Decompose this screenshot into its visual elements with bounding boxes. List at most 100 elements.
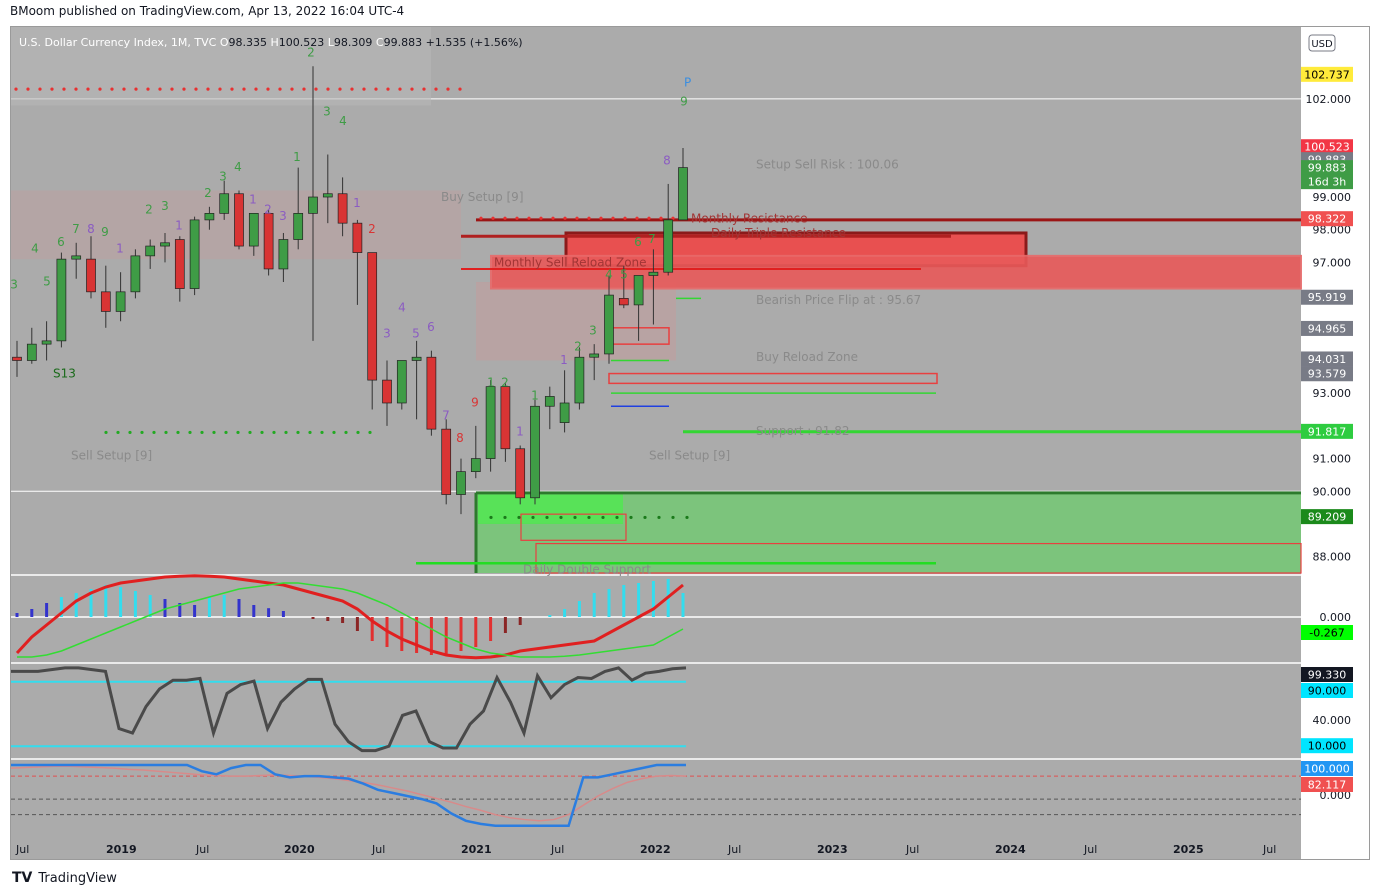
dotted-marker <box>38 87 42 91</box>
dotted-marker <box>503 515 507 520</box>
macd-histogram-bar <box>15 613 19 617</box>
dotted-marker <box>647 216 651 220</box>
dotted-marker <box>242 87 246 91</box>
td-count-label: 1 <box>293 150 301 164</box>
footer-brand: TradingView <box>38 870 117 886</box>
dotted-marker <box>74 87 78 91</box>
td-count-label: 2 <box>145 202 153 216</box>
macd-histogram-bar <box>400 617 404 651</box>
td-count-label: 2 <box>501 376 509 390</box>
macd-histogram-bar <box>370 617 374 641</box>
candle-up <box>248 213 259 247</box>
candle-up <box>530 405 540 499</box>
macd-histogram-bar <box>193 605 197 617</box>
candle-up <box>411 356 422 361</box>
stoch-band-label: 10.000 <box>1308 740 1347 753</box>
candle-down <box>352 222 363 253</box>
osc-axis-tick: 0.000 <box>1320 789 1352 802</box>
price-label: 91.817 <box>1308 425 1347 438</box>
dotted-marker <box>206 87 210 91</box>
dotted-marker <box>266 87 270 91</box>
macd-histogram-bar <box>133 591 137 617</box>
dotted-marker <box>116 430 120 435</box>
dotted-marker <box>458 87 462 91</box>
dotted-marker <box>122 87 126 91</box>
currency-badge-box <box>1308 34 1336 52</box>
dotted-marker <box>62 87 66 91</box>
footer: 𝗧𝗩 TradingView <box>12 870 117 886</box>
td-count-label: 3 <box>279 209 287 223</box>
macd-histogram-bar <box>622 585 626 617</box>
td-count-label: 5 <box>620 268 628 282</box>
macd-histogram-bar <box>577 601 581 617</box>
candle-up <box>115 291 126 312</box>
dotted-marker <box>563 216 567 220</box>
candle-up <box>559 402 570 423</box>
annotation-label: Sell Setup [9] <box>649 448 730 462</box>
dotted-marker <box>551 216 555 220</box>
dotted-marker <box>531 515 535 520</box>
dotted-marker <box>326 87 330 91</box>
monthly-sell-reload-zone-box <box>490 254 1302 290</box>
candle-up <box>589 353 600 358</box>
osc-signal-line <box>11 765 687 822</box>
stoch-line <box>11 666 687 753</box>
macd-histogram-bar <box>415 617 419 653</box>
dotted-marker <box>629 515 633 520</box>
price-axis-tick: 88.000 <box>1313 551 1352 564</box>
osc-value-box <box>1301 761 1353 776</box>
candle-down <box>500 386 511 450</box>
td-count-label: 4 <box>398 300 406 314</box>
candle-down <box>100 291 111 312</box>
dotted-marker <box>164 430 168 435</box>
td-count-label: 3 <box>11 278 18 292</box>
candle-down <box>382 379 392 404</box>
candle-down <box>263 213 274 270</box>
macd-histogram-bar <box>489 617 493 641</box>
dotted-marker <box>685 515 689 520</box>
candle-up <box>160 242 170 247</box>
annotation-label: Monthly Resistance <box>691 211 808 225</box>
annotation-label: Support : 91.82 <box>756 424 849 438</box>
dotted-marker <box>545 515 549 520</box>
dotted-marker <box>272 430 276 435</box>
candle-up <box>633 275 644 306</box>
macd-histogram-bar <box>503 617 507 633</box>
price-label: 98.322 <box>1308 213 1347 226</box>
dotted-marker <box>623 216 627 220</box>
dotted-marker <box>671 216 675 220</box>
macd-histogram-bar <box>355 617 359 631</box>
dotted-marker <box>368 430 372 435</box>
dotted-marker <box>128 430 132 435</box>
price-label-box <box>1301 509 1353 525</box>
dotted-marker <box>515 216 519 220</box>
td-count-label: 3 <box>383 327 391 341</box>
legend-part: +1.535 (+1.56%) <box>426 36 523 49</box>
chart-canvas[interactable]: 3456789123123412312341234567891211123456… <box>11 27 1370 860</box>
td-count-label: 7 <box>442 408 450 422</box>
td-count-label: 1 <box>560 353 568 367</box>
dotted-marker <box>657 515 661 520</box>
macd-histogram-bar <box>45 603 49 617</box>
td-count-label: 4 <box>605 268 613 282</box>
tradingview-logo-icon: 𝗧𝗩 <box>12 870 33 886</box>
dotted-marker <box>260 430 264 435</box>
legend-part: C <box>376 36 384 49</box>
candle-down <box>426 356 437 430</box>
macd-signal-line <box>17 582 684 658</box>
candle-up <box>470 458 481 472</box>
td-count-label: 6 <box>427 320 435 334</box>
dotted-marker <box>236 430 240 435</box>
candle-up <box>41 340 52 345</box>
legend-part: 99.883 <box>384 36 426 49</box>
price-label: 89.209 <box>1308 511 1347 524</box>
td-count-label: 2 <box>307 45 315 59</box>
macd-histogram-bar <box>89 589 93 617</box>
dotted-marker <box>158 87 162 91</box>
macd-histogram-bar <box>222 595 226 617</box>
candle-up <box>308 196 318 214</box>
chart-frame[interactable]: 3456789123123412312341234567891211123456… <box>10 26 1370 860</box>
candle-up <box>26 343 37 361</box>
dotted-marker <box>212 430 216 435</box>
price-label-box <box>1301 211 1353 227</box>
